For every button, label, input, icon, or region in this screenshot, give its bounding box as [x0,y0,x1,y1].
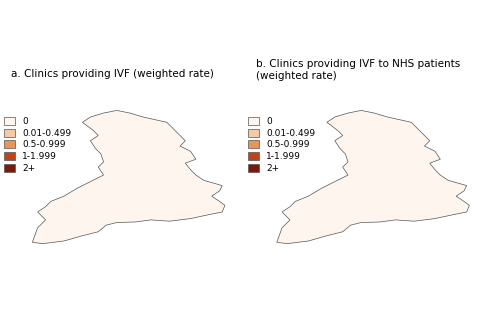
Polygon shape [277,111,469,244]
Legend: 0, 0.01-0.499, 0.5-0.999, 1-1.999, 2+: 0, 0.01-0.499, 0.5-0.999, 1-1.999, 2+ [248,117,316,173]
Legend: 0, 0.01-0.499, 0.5-0.999, 1-1.999, 2+: 0, 0.01-0.499, 0.5-0.999, 1-1.999, 2+ [4,117,71,173]
Text: b. Clinics providing IVF to NHS patients
(weighted rate): b. Clinics providing IVF to NHS patients… [256,59,460,81]
Text: a. Clinics providing IVF (weighted rate): a. Clinics providing IVF (weighted rate) [11,69,214,79]
Polygon shape [32,111,225,244]
